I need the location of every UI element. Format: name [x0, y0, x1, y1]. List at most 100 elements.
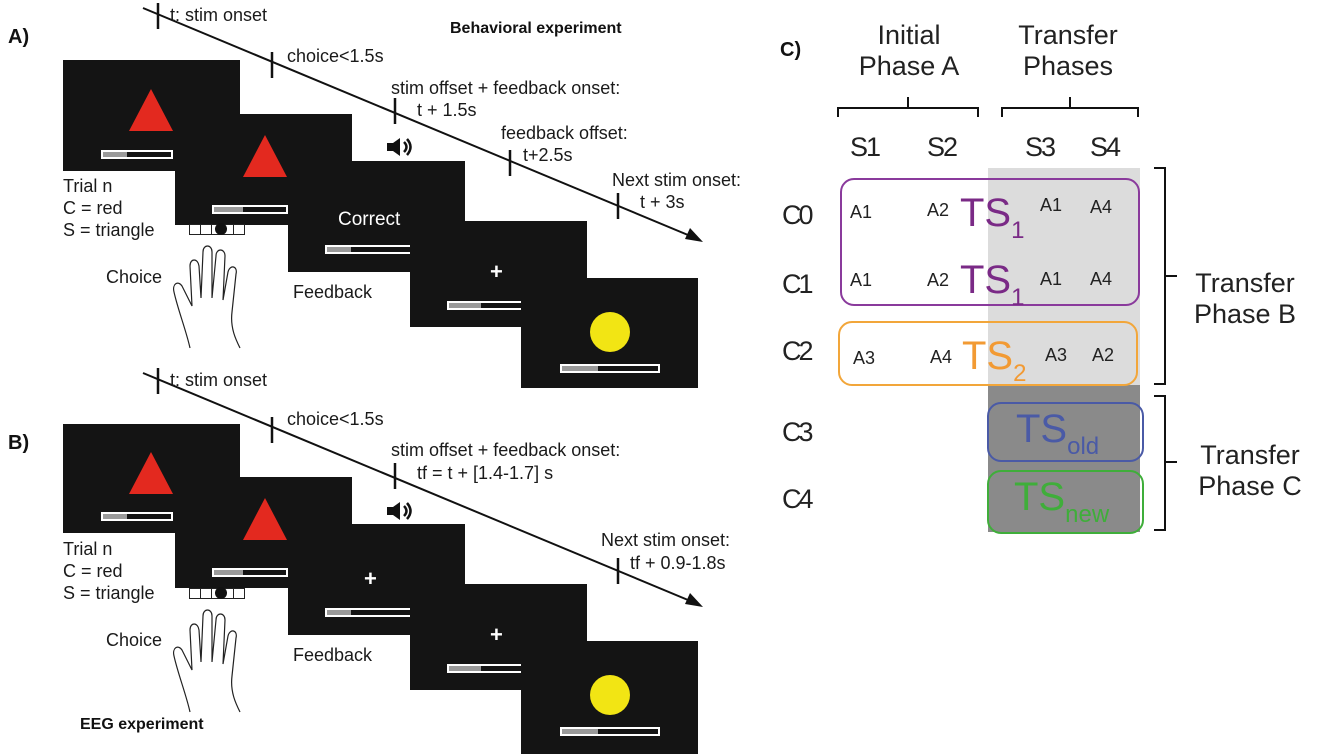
stimulus-s4: S4	[1090, 132, 1121, 162]
feedback-correct: Correct	[338, 209, 401, 230]
c0-s3-action: A1	[1040, 195, 1063, 215]
yellow-circle	[590, 312, 630, 352]
phase-b-line-2: Phase B	[1193, 299, 1297, 330]
panel-c-braces	[837, 97, 1177, 531]
pressed-key-dot	[215, 223, 227, 235]
progress-bar	[325, 608, 413, 617]
phase-c-label: Transfer Phase C	[1190, 440, 1310, 502]
a-feedback-offset: feedback offset:	[501, 123, 628, 143]
a-feedback-offset-time: t+2.5s	[523, 145, 573, 165]
a-choice-window: choice<1.5s	[287, 46, 384, 66]
c0-s4-action: A4	[1090, 197, 1113, 217]
progress-bar	[560, 727, 660, 736]
b-feedback-label: Feedback	[293, 645, 373, 665]
task-set-ts1-c1: TS1	[960, 260, 1024, 310]
transfer-phases-line-2: Phases	[1022, 51, 1114, 82]
a-feedback-onset: stim offset + feedback onset:	[391, 78, 621, 98]
ts-sub: 2	[1013, 360, 1027, 387]
panel-b-letter: B)	[8, 432, 30, 454]
context-c3: C3	[782, 417, 813, 447]
phase-c-line-1: Transfer	[1200, 440, 1300, 470]
b-stim-onset: t: stim onset	[170, 370, 268, 390]
transfer-region-light	[988, 168, 1140, 385]
ts-new-box	[987, 470, 1144, 534]
a-feedback-label: Feedback	[293, 282, 373, 302]
ts-base: TS	[962, 334, 1014, 378]
progress-bar	[212, 205, 288, 214]
panel-a-title: Behavioral experiment	[450, 20, 622, 37]
fixation-cross: +	[364, 566, 377, 591]
pressed-key-dot	[215, 587, 227, 599]
b-choice-label: Choice	[106, 630, 163, 650]
hand-icon	[173, 245, 241, 349]
c2-s4-action: A2	[1092, 345, 1115, 365]
a-choice-label: Choice	[106, 267, 163, 287]
a-stim-onset: t: stim onset	[170, 5, 268, 25]
speaker-icon	[385, 136, 415, 162]
task-set-ts1-c0: TS1	[960, 193, 1024, 243]
b-feedback-onset-time: tf = t + [1.4-1.7] s	[417, 463, 554, 483]
b-choice-window: choice<1.5s	[287, 409, 384, 429]
task-set-ts-old: TSold	[1016, 409, 1099, 459]
b-trial-shape: S = triangle	[63, 583, 155, 603]
b-screen-5	[521, 641, 698, 754]
a-feedback-onset-time: t + 1.5s	[417, 100, 477, 120]
b-trial-n: Trial n	[63, 539, 113, 559]
b-feedback-onset: stim offset + feedback onset:	[391, 440, 621, 460]
ts-base: TS	[1014, 475, 1066, 519]
context-c4: C4	[782, 484, 813, 514]
c2-s3-action: A3	[1045, 345, 1068, 365]
ts-sub: new	[1065, 501, 1110, 528]
ts1-group-box	[840, 178, 1140, 306]
a-next-stim-onset: Next stim onset:	[612, 170, 742, 190]
a-trial-n: Trial n	[63, 176, 113, 196]
ts-sub: 1	[1011, 217, 1025, 244]
initial-phase-line-2: Phase A	[858, 51, 960, 82]
ts-old-box	[987, 402, 1144, 462]
hand-icon	[173, 609, 241, 713]
red-triangle	[243, 135, 287, 177]
transfer-phases-header: Transfer Phases	[1005, 20, 1131, 82]
c1-s2-action: A2	[927, 270, 950, 290]
task-set-ts-new: TSnew	[1014, 477, 1109, 527]
fixation-cross: +	[490, 259, 503, 284]
progress-bar	[560, 364, 660, 373]
initial-phase-header: Initial Phase A	[846, 20, 972, 82]
c1-s3-action: A1	[1040, 269, 1063, 289]
c2-s2-action: A4	[930, 347, 953, 367]
phase-b-label: Transfer Phase B	[1180, 268, 1310, 330]
fixation-cross: +	[490, 622, 503, 647]
a-next-stim-onset-time: t + 3s	[640, 192, 685, 212]
stimulus-s3: S3	[1025, 132, 1056, 162]
c1-s4-action: A4	[1090, 269, 1113, 289]
a-screen-5	[521, 278, 698, 388]
context-c1: C1	[782, 269, 813, 299]
red-triangle	[243, 498, 287, 540]
ts-sub: old	[1067, 433, 1100, 460]
context-c0: C0	[782, 200, 813, 230]
panel-a-letter: A)	[8, 26, 30, 48]
stimulus-s1: S1	[850, 132, 881, 162]
yellow-circle	[590, 675, 630, 715]
ts-base: TS	[960, 258, 1012, 302]
red-triangle	[129, 452, 173, 494]
transfer-region-dark	[988, 385, 1140, 532]
context-c2: C2	[782, 336, 813, 366]
b-next-stim-onset: Next stim onset:	[601, 530, 731, 550]
progress-bar	[447, 664, 523, 673]
progress-bar	[447, 301, 523, 310]
phase-c-line-2: Phase C	[1198, 471, 1302, 502]
c0-s1-action: A1	[850, 202, 873, 222]
ts-sub: 1	[1011, 284, 1025, 311]
progress-bar	[325, 245, 413, 254]
panel-a-timeline	[142, 3, 703, 242]
b-next-stim-onset-time: tf + 0.9-1.8s	[630, 553, 726, 573]
speaker-icon	[385, 500, 415, 526]
phase-b-line-1: Transfer	[1195, 268, 1295, 298]
c2-s1-action: A3	[853, 348, 876, 368]
panel-c-letter: C)	[780, 39, 802, 61]
stimulus-s2: S2	[927, 132, 958, 162]
a-trial-color: C = red	[63, 198, 123, 218]
b-trial-color: C = red	[63, 561, 123, 581]
initial-phase-line-1: Initial	[877, 20, 941, 50]
